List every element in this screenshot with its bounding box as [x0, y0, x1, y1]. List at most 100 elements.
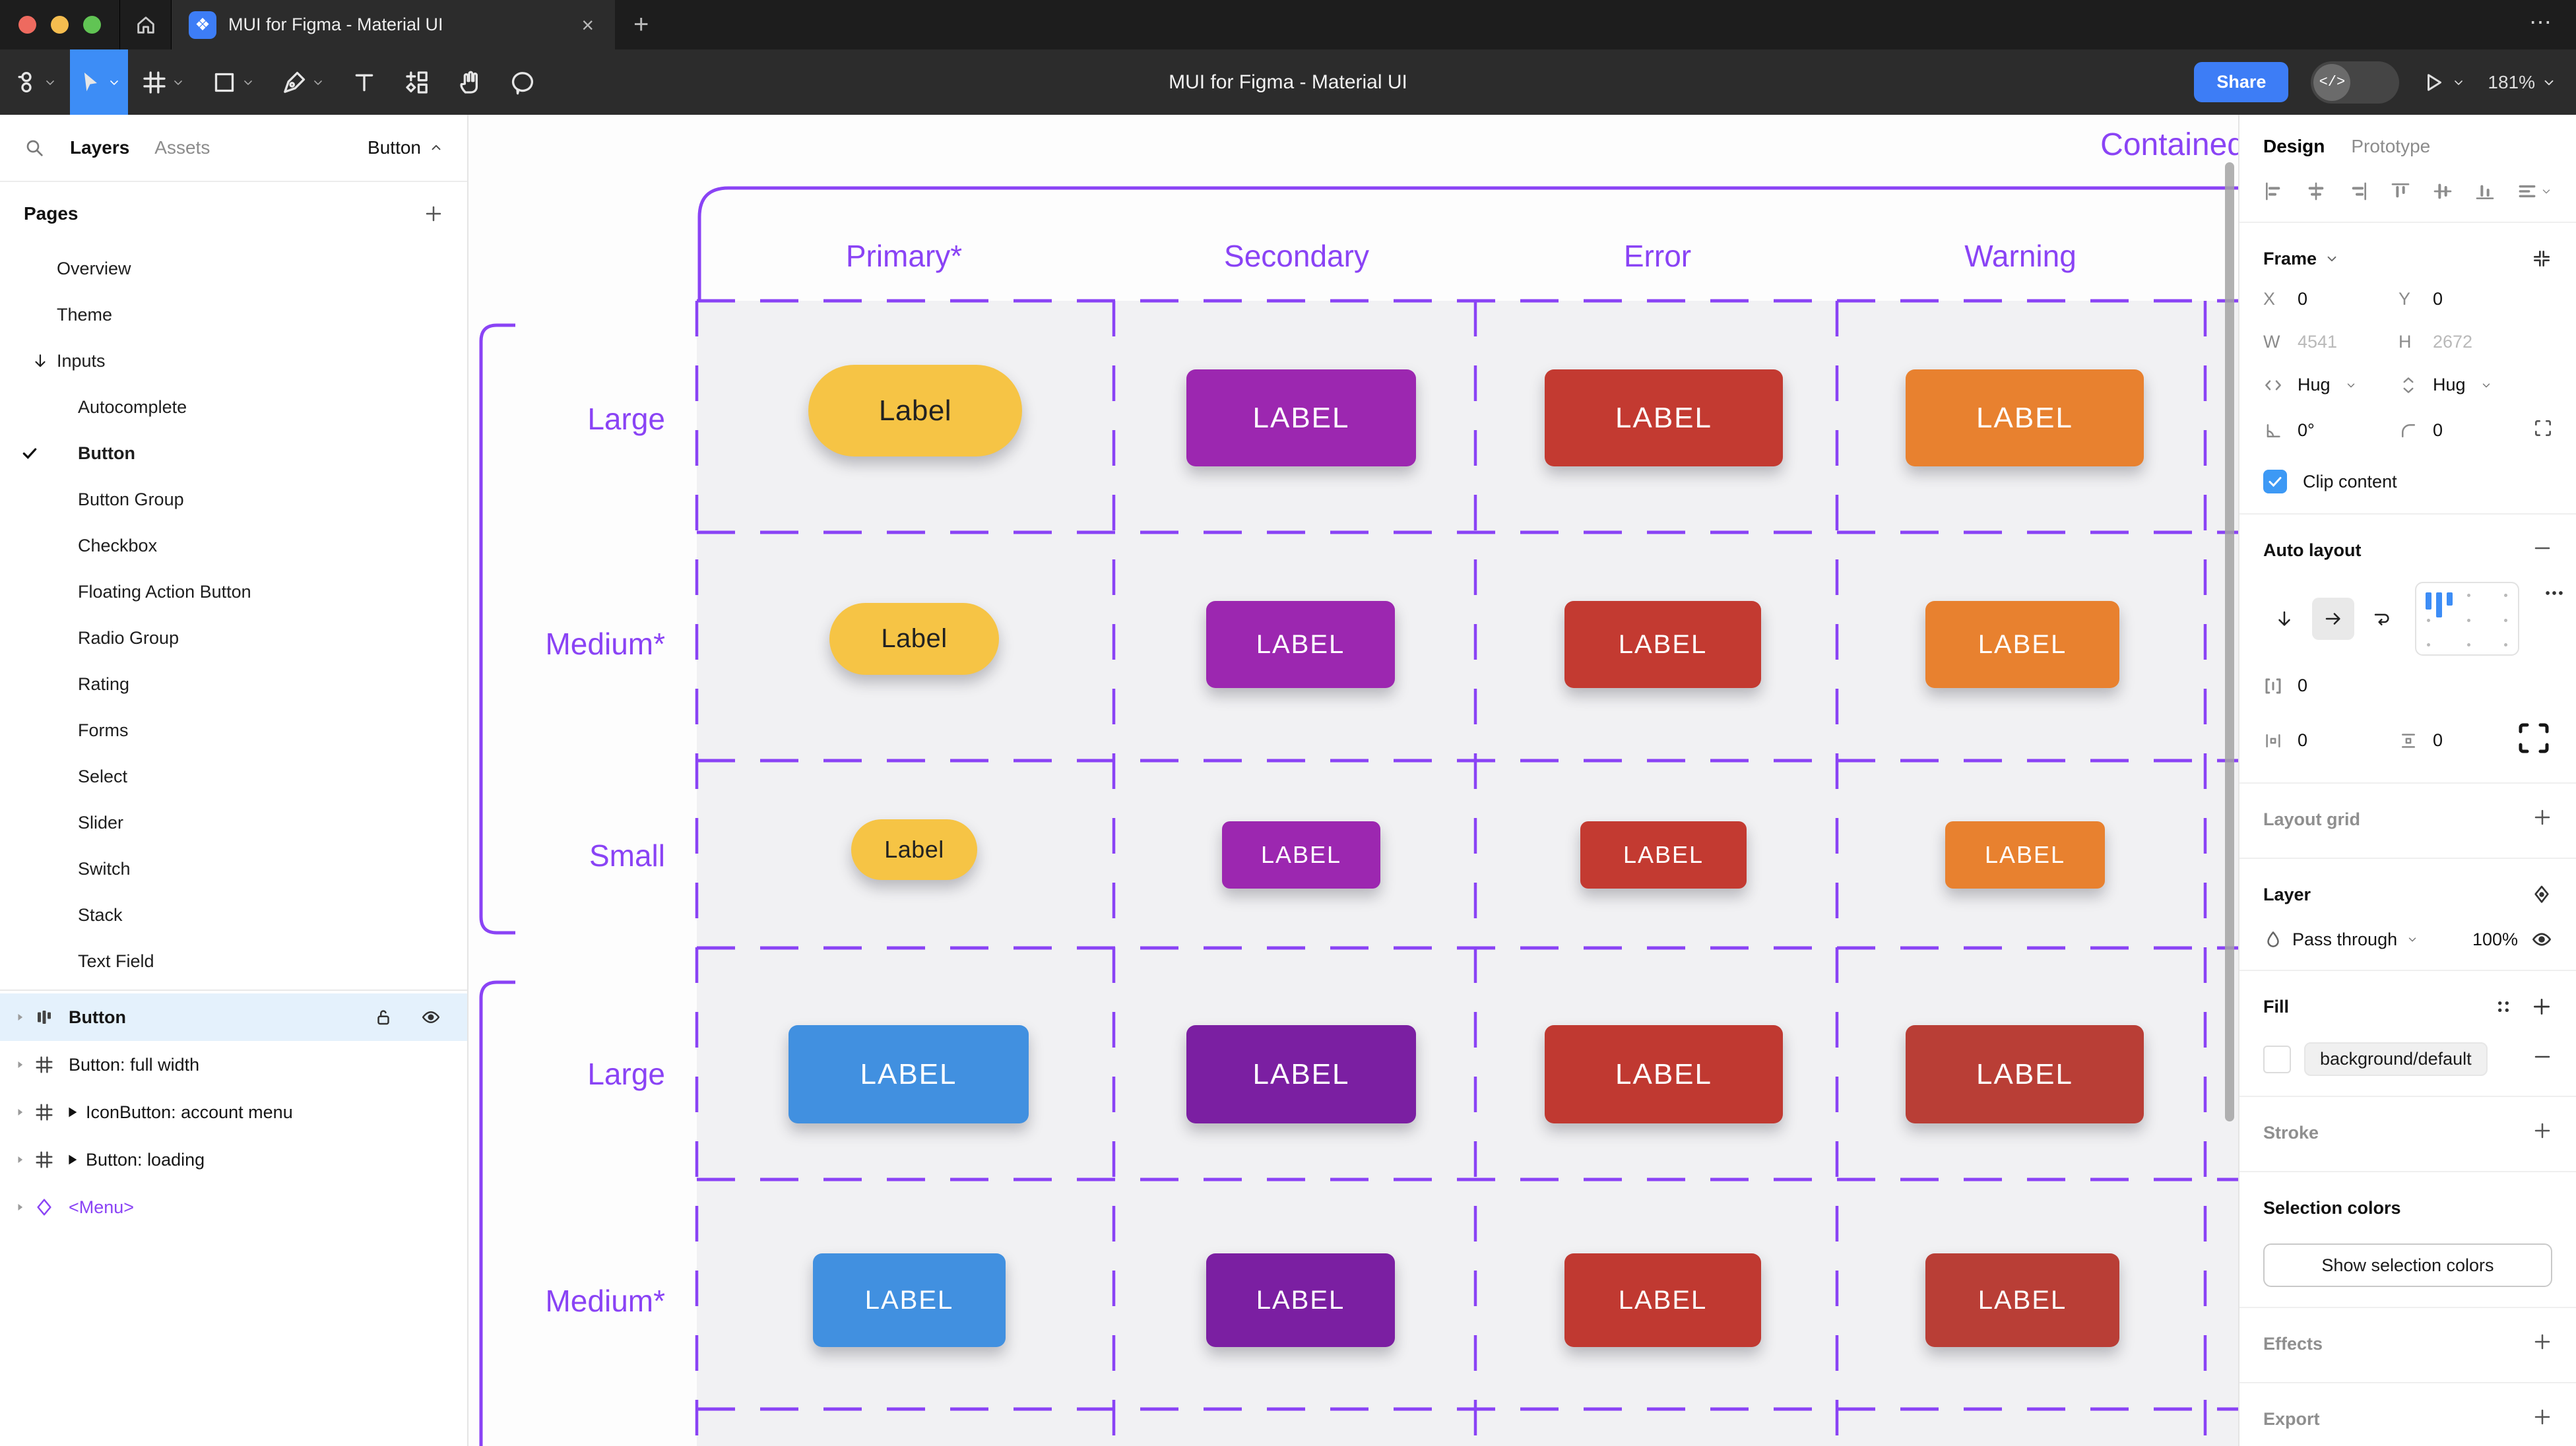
tab-design[interactable]: Design — [2263, 136, 2325, 156]
page-item[interactable]: Button Group — [0, 476, 467, 522]
shape-tool-button[interactable] — [198, 49, 268, 115]
item-spacing-field[interactable]: 0 — [2263, 676, 2399, 696]
individual-padding-icon[interactable] — [2514, 718, 2554, 758]
page-item[interactable]: Slider — [0, 800, 467, 846]
close-window-button[interactable] — [18, 16, 36, 34]
tab-assets[interactable]: Assets — [154, 137, 210, 158]
add-fill-icon[interactable] — [2531, 996, 2552, 1017]
minimize-window-button[interactable] — [51, 16, 69, 34]
page-item[interactable]: Overview — [0, 245, 467, 292]
layer-item[interactable]: IconButton: account menu — [0, 1088, 467, 1136]
page-item[interactable]: Floating Action Button — [0, 569, 467, 615]
resize-to-fit-icon[interactable] — [2531, 248, 2552, 269]
mui-button-error-small[interactable]: LABEL — [1580, 821, 1747, 889]
page-item[interactable]: Text Field — [0, 938, 467, 984]
canvas[interactable]: Contained Primary* Secondary Error Warning L… — [468, 115, 2238, 1446]
remove-fill-button[interactable] — [2532, 1047, 2552, 1071]
page-item[interactable]: Autocomplete — [0, 384, 467, 430]
file-tab[interactable]: ❖ MUI for Figma - Material UI × — [172, 0, 615, 49]
zoom-window-button[interactable] — [83, 16, 101, 34]
search-icon[interactable] — [24, 137, 45, 158]
show-selection-colors-button[interactable]: Show selection colors — [2263, 1243, 2552, 1287]
eye-icon[interactable] — [421, 1007, 441, 1027]
present-button[interactable] — [2422, 71, 2465, 94]
mui-button-error-large[interactable]: LABEL — [1545, 369, 1783, 466]
mui-button-warning-small[interactable]: LABEL — [1945, 821, 2105, 889]
page-item[interactable]: Radio Group — [0, 615, 467, 661]
mui-button-secondary-medium[interactable]: LABEL — [1206, 1253, 1395, 1347]
clip-content-row[interactable]: Clip content — [2263, 470, 2552, 493]
close-tab-button[interactable]: × — [581, 13, 594, 37]
layer-item[interactable]: <Menu> — [0, 1183, 467, 1231]
mui-button-secondary-medium[interactable]: LABEL — [1206, 601, 1395, 688]
frame-section-title[interactable]: Frame — [2263, 248, 2317, 268]
pen-tool-button[interactable] — [268, 49, 338, 115]
page-item[interactable]: Switch — [0, 846, 467, 892]
mui-button-warning-large[interactable]: LABEL — [1906, 369, 2144, 466]
page-item[interactable]: Stack — [0, 892, 467, 938]
tab-overflow-menu[interactable]: ⋯ — [2529, 10, 2554, 35]
mui-button-primary-small[interactable]: Label — [851, 819, 977, 880]
horizontal-padding-field[interactable]: 0 — [2263, 730, 2399, 751]
styles-icon[interactable] — [2493, 996, 2514, 1017]
tab-prototype[interactable]: Prototype — [2351, 136, 2431, 156]
mui-button-warning-medium[interactable]: LABEL — [1925, 601, 2119, 688]
add-export-button[interactable] — [2532, 1407, 2552, 1431]
rotation-field[interactable]: 0° — [2263, 420, 2399, 441]
layer-item[interactable]: Button: loading — [0, 1136, 467, 1183]
frame-tool-button[interactable] — [128, 49, 198, 115]
layer-item[interactable]: Button: full width — [0, 1041, 467, 1088]
fill-style-chip[interactable]: background/default — [2304, 1042, 2488, 1076]
mui-button-error-large[interactable]: LABEL — [1545, 1025, 1783, 1123]
mui-button-secondary-large[interactable]: LABEL — [1186, 369, 1416, 466]
distribute-menu[interactable] — [2517, 181, 2552, 202]
align-left-icon[interactable] — [2263, 181, 2284, 202]
share-button[interactable]: Share — [2194, 62, 2289, 102]
tab-layers[interactable]: Layers — [70, 137, 130, 158]
move-tool-button[interactable] — [70, 49, 128, 115]
home-button[interactable] — [120, 0, 172, 49]
resources-tool-button[interactable] — [391, 49, 443, 115]
layer-item[interactable]: Button — [0, 993, 467, 1041]
page-item[interactable]: Theme — [0, 292, 467, 338]
page-item[interactable]: Forms — [0, 707, 467, 753]
page-item[interactable]: Button — [0, 430, 467, 476]
mui-button-warning-large[interactable]: LABEL — [1906, 1025, 2144, 1123]
page-selector[interactable]: Button — [368, 137, 443, 158]
auto-layout-options-button[interactable] — [2543, 582, 2565, 656]
mui-button-primary-medium[interactable]: LABEL — [813, 1253, 1006, 1347]
mui-button-warning-medium[interactable]: LABEL — [1925, 1253, 2119, 1347]
hand-tool-button[interactable] — [443, 49, 496, 115]
main-menu-button[interactable] — [0, 49, 70, 115]
page-item[interactable]: Checkbox — [0, 522, 467, 569]
corner-radius-field[interactable]: 0 — [2399, 420, 2514, 441]
align-bottom-icon[interactable] — [2474, 181, 2496, 202]
page-item[interactable]: Inputs — [0, 338, 467, 384]
height-field[interactable]: H 2672 — [2399, 332, 2473, 352]
mui-button-error-medium[interactable]: LABEL — [1564, 601, 1761, 688]
vertical-resizing-select[interactable]: Hug — [2399, 375, 2514, 395]
alignment-pad[interactable] — [2415, 582, 2519, 656]
add-effect-button[interactable] — [2532, 1332, 2552, 1356]
zoom-menu[interactable]: 181% — [2488, 72, 2556, 93]
vertical-padding-field[interactable]: 0 — [2399, 730, 2514, 751]
remove-auto-layout-button[interactable] — [2532, 538, 2552, 563]
add-page-icon[interactable] — [424, 204, 443, 224]
fill-color-swatch[interactable] — [2263, 1045, 2291, 1073]
comment-tool-button[interactable] — [496, 49, 549, 115]
add-layout-grid-button[interactable] — [2532, 807, 2552, 832]
align-top-icon[interactable] — [2390, 181, 2411, 202]
mui-button-primary-medium[interactable]: Label — [829, 603, 999, 675]
mui-button-error-medium[interactable]: LABEL — [1564, 1253, 1761, 1347]
mui-button-secondary-small[interactable]: LABEL — [1222, 821, 1380, 889]
align-horizontal-center-icon[interactable] — [2305, 181, 2327, 202]
new-tab-button[interactable]: + — [633, 10, 649, 39]
layout-wrap-button[interactable] — [2361, 598, 2403, 640]
frame-title[interactable]: Contained — [2100, 127, 2238, 162]
mui-button-primary-large[interactable]: Label — [808, 365, 1022, 456]
add-stroke-button[interactable] — [2532, 1121, 2552, 1145]
align-right-icon[interactable] — [2348, 181, 2369, 202]
clip-content-checkbox[interactable] — [2263, 470, 2287, 493]
